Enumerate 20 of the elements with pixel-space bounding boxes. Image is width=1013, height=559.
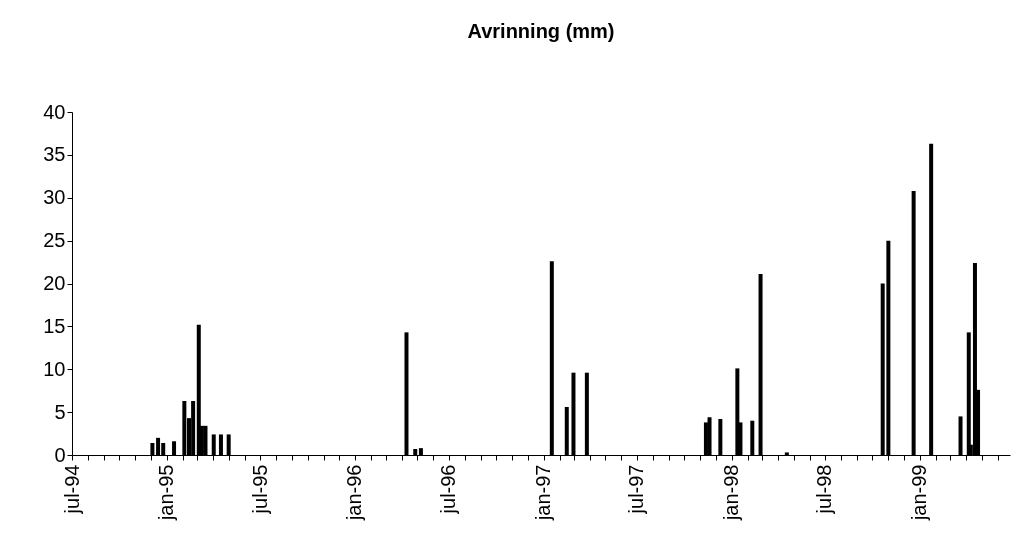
y-tick-label: 10 [43, 357, 66, 380]
y-tick-label: 25 [43, 229, 66, 252]
x-tick-label: jul-97 [625, 464, 648, 515]
x-tick-label: jan-99 [908, 464, 931, 522]
y-tick-label: 5 [54, 400, 66, 423]
y-tick-label: 20 [43, 272, 66, 294]
x-tick-label: jan-96 [343, 464, 366, 522]
y-tick-label: 0 [54, 443, 66, 466]
x-tick-label: jul-94 [60, 464, 83, 515]
y-tick-label: 35 [43, 143, 66, 166]
x-tick-label: jul-95 [248, 464, 271, 515]
y-tick-label: 15 [43, 314, 66, 337]
y-tick-label: 30 [43, 186, 66, 209]
x-tick-label: jul-98 [813, 464, 836, 515]
x-tick-label: jan-97 [532, 464, 555, 522]
x-tick-label: jan-98 [720, 464, 743, 522]
x-tick-label: jan-95 [155, 464, 178, 522]
chart-title: Avrinning (mm) [467, 20, 615, 42]
x-tick-label: jul-96 [437, 464, 460, 515]
y-tick-label: 40 [43, 100, 66, 123]
